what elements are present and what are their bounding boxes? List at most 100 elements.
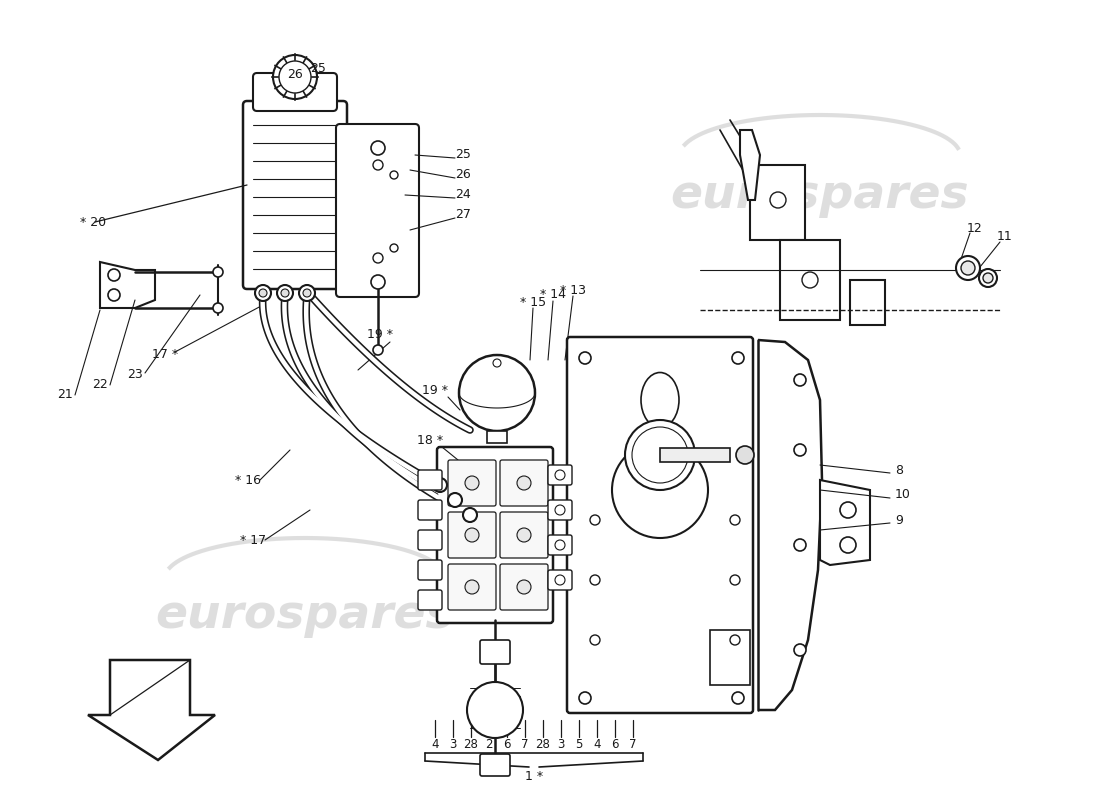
Circle shape: [794, 539, 806, 551]
Circle shape: [517, 528, 531, 542]
Text: 2: 2: [485, 738, 493, 751]
Text: 4: 4: [593, 738, 601, 751]
Circle shape: [517, 580, 531, 594]
Text: 23: 23: [128, 369, 143, 382]
Circle shape: [302, 289, 311, 297]
Circle shape: [108, 269, 120, 281]
Polygon shape: [758, 340, 822, 710]
Circle shape: [840, 502, 856, 518]
Text: 6: 6: [504, 738, 510, 751]
Circle shape: [556, 470, 565, 480]
Circle shape: [459, 355, 535, 431]
Text: 19 *: 19 *: [367, 329, 393, 342]
Circle shape: [465, 476, 478, 490]
Circle shape: [770, 192, 786, 208]
FancyBboxPatch shape: [548, 535, 572, 555]
Circle shape: [794, 644, 806, 656]
Circle shape: [794, 444, 806, 456]
Polygon shape: [740, 130, 760, 200]
Polygon shape: [820, 480, 870, 565]
Circle shape: [802, 272, 818, 288]
Polygon shape: [88, 660, 214, 760]
Text: 3: 3: [449, 738, 456, 751]
Polygon shape: [100, 262, 155, 308]
Text: * 14: * 14: [540, 289, 566, 302]
FancyBboxPatch shape: [437, 447, 553, 623]
Circle shape: [730, 515, 740, 525]
Text: 28: 28: [463, 738, 478, 751]
Text: 24: 24: [455, 189, 471, 202]
Circle shape: [632, 427, 688, 483]
Circle shape: [279, 61, 311, 93]
Circle shape: [556, 575, 565, 585]
Circle shape: [590, 515, 600, 525]
Circle shape: [840, 537, 856, 553]
Circle shape: [961, 261, 975, 275]
Text: 18 *: 18 *: [417, 434, 443, 446]
Text: * 13: * 13: [560, 283, 586, 297]
Circle shape: [213, 303, 223, 313]
Text: 26: 26: [287, 69, 303, 82]
Circle shape: [373, 160, 383, 170]
FancyBboxPatch shape: [548, 570, 572, 590]
Text: 4: 4: [431, 738, 439, 751]
Ellipse shape: [641, 373, 679, 427]
Text: 22: 22: [92, 378, 108, 391]
Circle shape: [213, 267, 223, 277]
Text: 9: 9: [895, 514, 903, 526]
Text: 7: 7: [629, 738, 637, 751]
FancyBboxPatch shape: [548, 500, 572, 520]
Circle shape: [493, 359, 500, 367]
Text: 26: 26: [455, 169, 471, 182]
Text: 25: 25: [310, 62, 326, 74]
Bar: [660, 448, 730, 462]
Circle shape: [465, 580, 478, 594]
Circle shape: [390, 171, 398, 179]
Text: 19 *: 19 *: [422, 383, 448, 397]
FancyBboxPatch shape: [418, 530, 442, 550]
Circle shape: [579, 352, 591, 364]
FancyBboxPatch shape: [448, 564, 496, 610]
FancyBboxPatch shape: [253, 73, 337, 111]
Circle shape: [433, 478, 447, 492]
Bar: [710, 630, 750, 685]
Text: 25: 25: [455, 149, 471, 162]
Bar: [750, 165, 805, 240]
Text: 10: 10: [895, 489, 911, 502]
Text: 27: 27: [455, 209, 471, 222]
Circle shape: [255, 285, 271, 301]
Circle shape: [373, 253, 383, 263]
Circle shape: [732, 352, 744, 364]
Circle shape: [463, 508, 477, 522]
Circle shape: [280, 289, 289, 297]
Circle shape: [612, 442, 708, 538]
Text: * 17: * 17: [240, 534, 266, 546]
Circle shape: [736, 446, 754, 464]
Circle shape: [299, 285, 315, 301]
FancyBboxPatch shape: [548, 465, 572, 485]
Text: * 15: * 15: [520, 295, 546, 309]
FancyBboxPatch shape: [418, 470, 442, 490]
FancyBboxPatch shape: [418, 560, 442, 580]
Text: 8: 8: [895, 463, 903, 477]
FancyBboxPatch shape: [480, 754, 510, 776]
Circle shape: [108, 289, 120, 301]
Circle shape: [390, 244, 398, 252]
Circle shape: [579, 692, 591, 704]
Text: * 16: * 16: [235, 474, 261, 486]
FancyBboxPatch shape: [448, 460, 496, 506]
Text: 5: 5: [575, 738, 583, 751]
Circle shape: [465, 528, 478, 542]
Bar: [850, 280, 886, 325]
Text: eurospares: eurospares: [671, 173, 969, 218]
Circle shape: [517, 476, 531, 490]
Text: 17 *: 17 *: [152, 349, 178, 362]
Text: 1 *: 1 *: [525, 770, 543, 783]
Bar: [487, 431, 507, 443]
Circle shape: [983, 273, 993, 283]
Circle shape: [556, 505, 565, 515]
Circle shape: [556, 540, 565, 550]
Circle shape: [371, 141, 385, 155]
Circle shape: [730, 575, 740, 585]
FancyBboxPatch shape: [566, 337, 754, 713]
